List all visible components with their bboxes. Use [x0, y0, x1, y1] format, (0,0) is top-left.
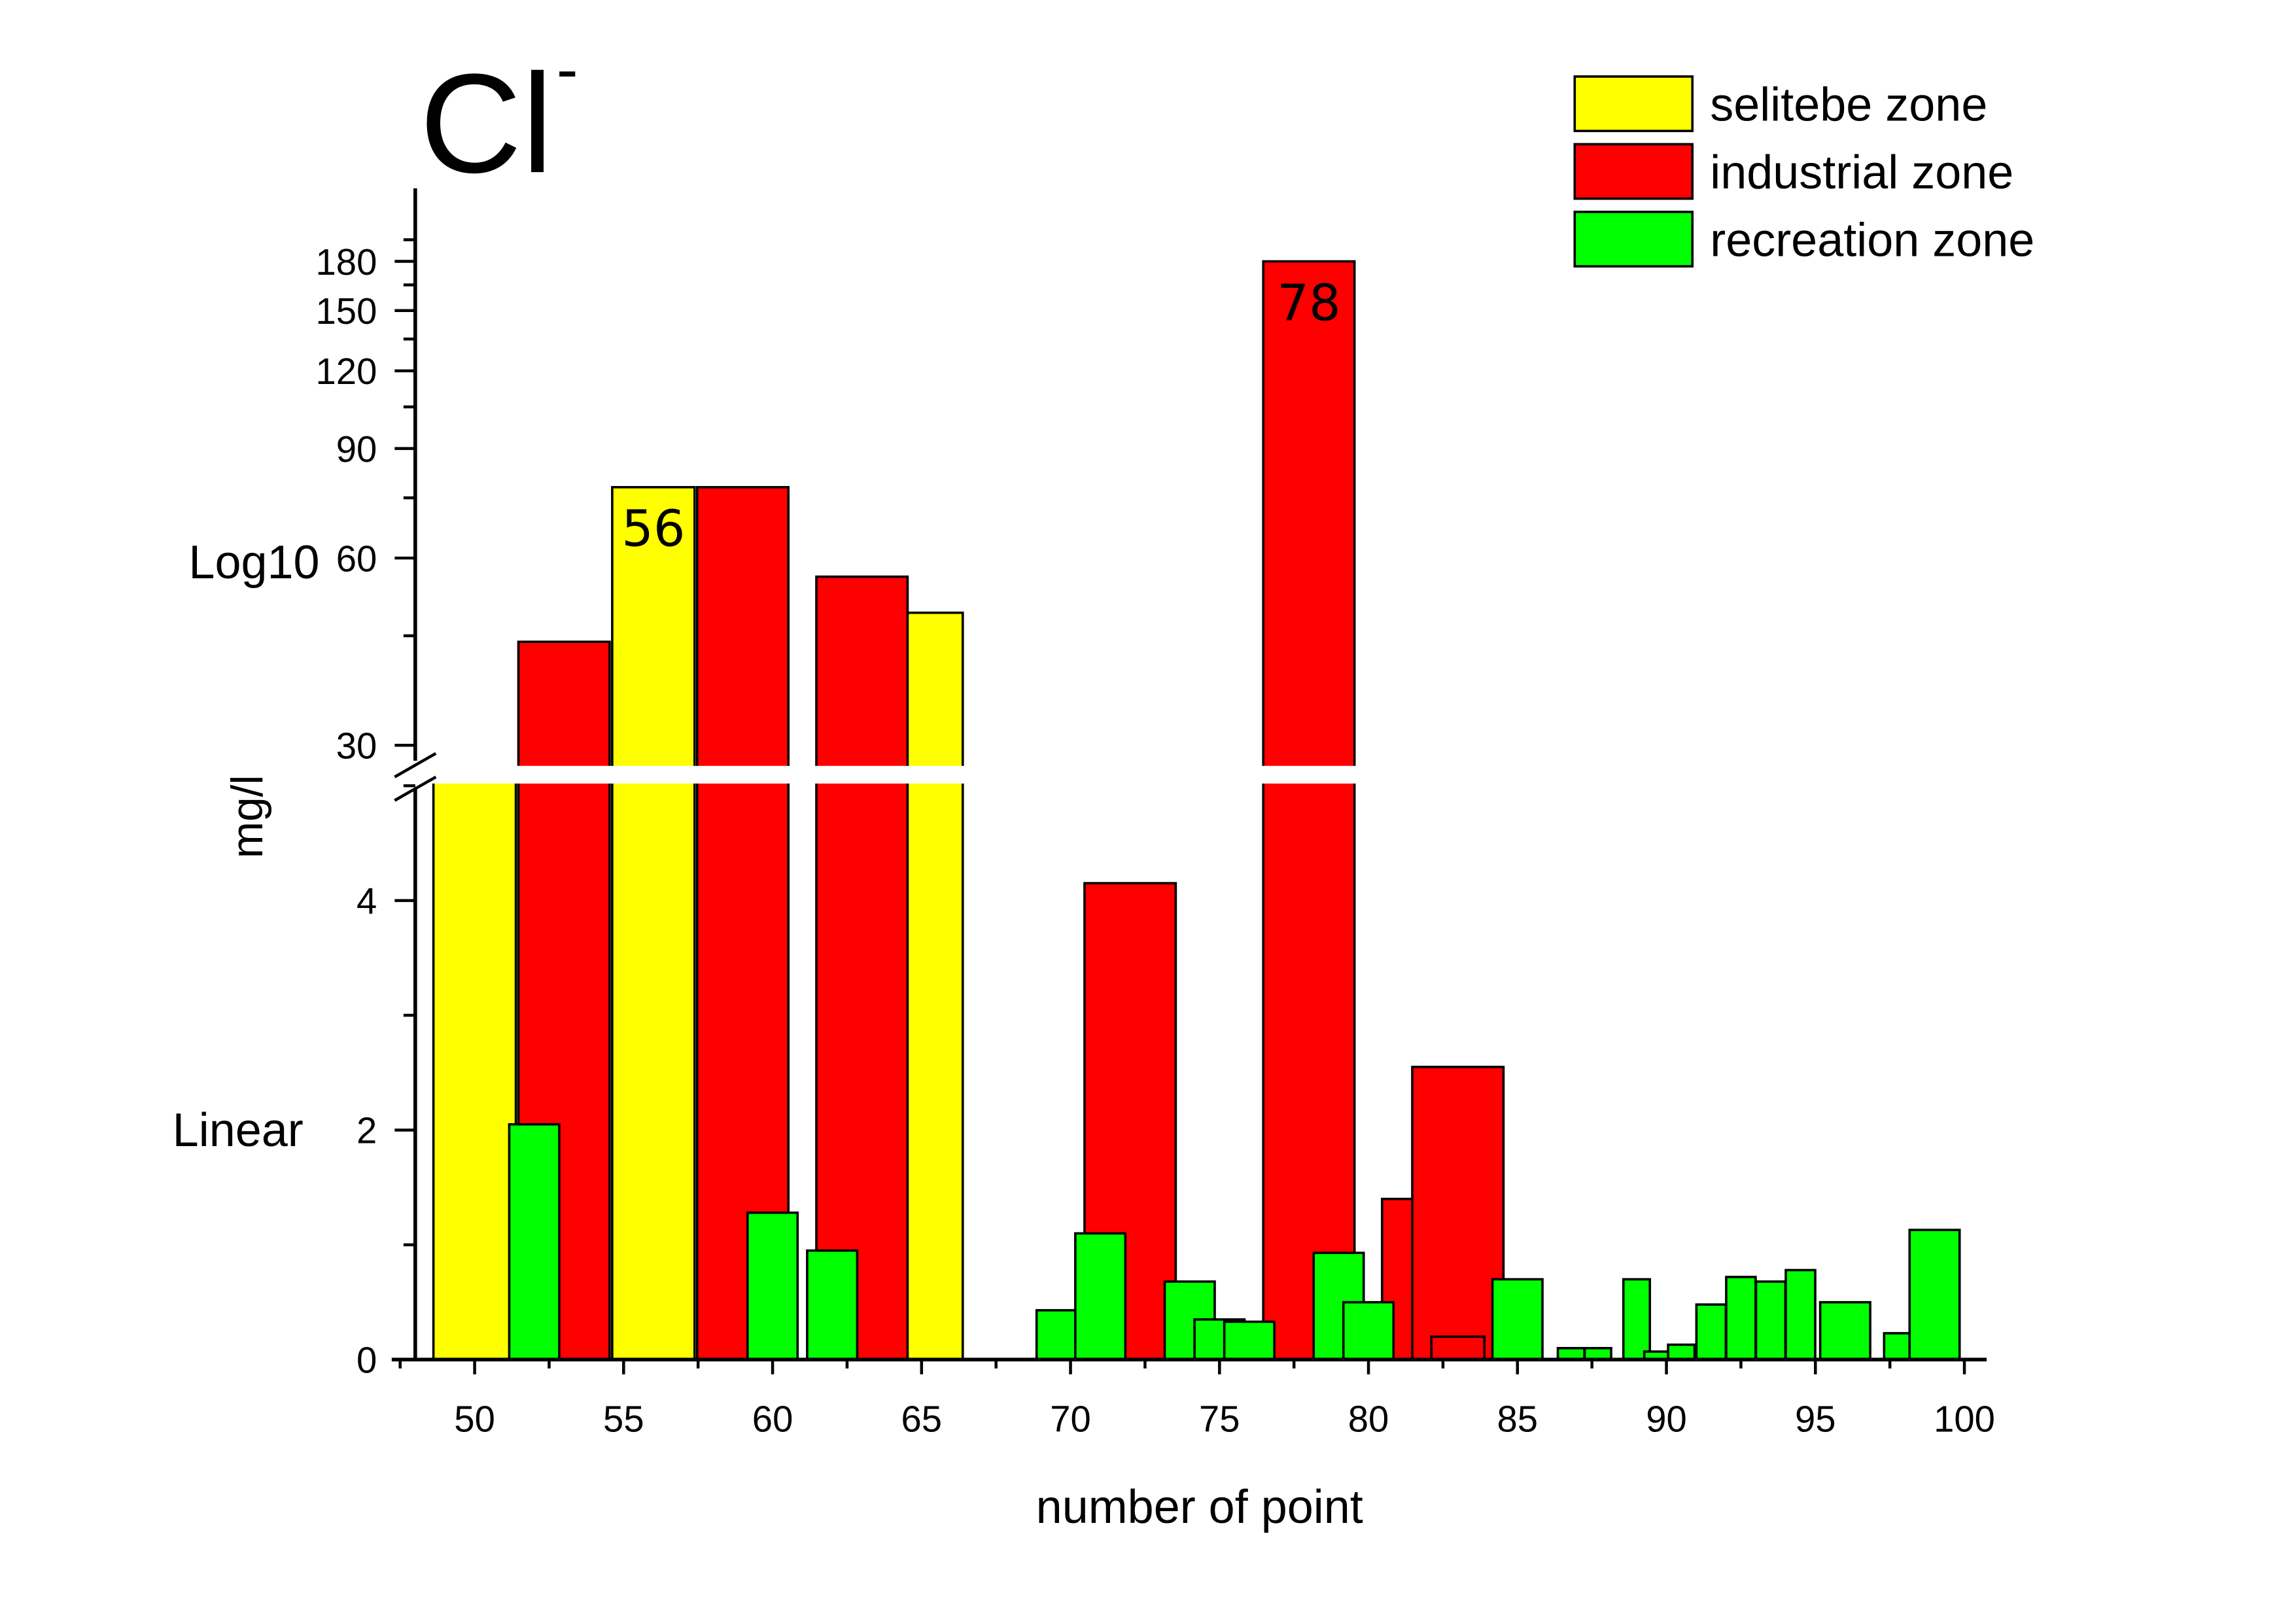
- y-log-tick-label: 180: [316, 241, 377, 283]
- bar-recreation-zone-0: [508, 1123, 561, 1361]
- x-tick-label: 65: [901, 1399, 943, 1440]
- bar-recreation-zone-7: [1223, 1320, 1276, 1361]
- y-log-tick-label: 30: [336, 725, 377, 766]
- y-linear-tick-label: 0: [357, 1340, 377, 1381]
- bar-recreation-zone-17: [1725, 1276, 1757, 1361]
- x-tick-label: 90: [1646, 1399, 1687, 1440]
- bar-recreation-zone-13: [1622, 1278, 1652, 1361]
- x-tick-label: 95: [1795, 1399, 1836, 1440]
- x-tick-label: 60: [752, 1399, 793, 1440]
- x-axis-label: number of point: [1036, 1481, 1363, 1533]
- bar-recreation-zone-22: [1908, 1229, 1961, 1361]
- ticks: 50 55 60 65 70 75 80 85 90 95 100 0 2 4 30 60 90 120 150 18…: [316, 238, 1995, 1440]
- bar-industrial-zone-4: [1262, 260, 1356, 1361]
- bar-recreation-zone-20: [1818, 1300, 1871, 1361]
- bar-recreation-zone-1: [746, 1212, 799, 1361]
- x-tick-label: 75: [1199, 1399, 1240, 1440]
- bar-recreation-zone-4: [1074, 1232, 1127, 1361]
- bar-recreation-zone-2: [806, 1249, 859, 1361]
- legend-label-industrial-zone: industrial zone: [1710, 147, 2013, 199]
- bar-industrial-zone-6: [1411, 1066, 1505, 1361]
- y-log-tick-label: 60: [336, 538, 377, 579]
- bar-selitebe-zone-1: [611, 485, 696, 1361]
- chart-title-superscript: -: [557, 32, 578, 105]
- bar-recreation-zone-9: [1342, 1300, 1395, 1361]
- axis-break-mark-upper: [394, 752, 437, 778]
- bar-annotation-56: 56: [621, 500, 685, 559]
- legend-swatch-recreation-zone: [1573, 211, 1694, 268]
- y-axis-label: mg/l: [223, 775, 272, 858]
- x-tick-label: 70: [1050, 1399, 1091, 1440]
- y-linear-tick-label: 2: [357, 1110, 377, 1151]
- y-log-tick-label: 90: [336, 428, 377, 470]
- bar-recreation-zone-19: [1784, 1268, 1817, 1361]
- bar-recreation-zone-18: [1754, 1280, 1787, 1361]
- bar-industrial-zone-2: [815, 575, 909, 1361]
- y-log-scale-label: Log10: [188, 536, 319, 589]
- x-tick-label: 100: [1934, 1399, 1995, 1440]
- legend-swatch-industrial-zone: [1573, 143, 1694, 200]
- bar-selitebe-zone-0: [432, 772, 517, 1361]
- bars: [432, 260, 1961, 1361]
- axis-break-mark-lower: [394, 775, 437, 802]
- x-tick-label: 80: [1348, 1399, 1389, 1440]
- y-linear-tick-label: 4: [357, 881, 377, 922]
- x-tick-label: 55: [603, 1399, 644, 1440]
- bar-industrial-zone-7: [1430, 1335, 1486, 1361]
- bar-recreation-zone-16: [1695, 1303, 1728, 1361]
- bar-recreation-zone-10: [1491, 1278, 1544, 1361]
- y-log-tick-label: 150: [316, 290, 377, 332]
- bar-annotation-78: 78: [1277, 275, 1340, 333]
- x-tick-label: 85: [1497, 1399, 1539, 1440]
- x-tick-label: 50: [454, 1399, 495, 1440]
- y-linear-scale-label: Linear: [173, 1104, 304, 1157]
- legend-swatch-selitebe-zone: [1573, 75, 1694, 132]
- bar-recreation-zone-15: [1667, 1343, 1696, 1361]
- y-log-tick-label: 120: [316, 351, 377, 392]
- legend-label-recreation-zone: recreation zone: [1710, 214, 2034, 266]
- chart-title: Cl: [420, 44, 553, 202]
- legend: selitebe zone industrial zone recreation z…: [1573, 75, 2034, 268]
- bar-labels: 56 78: [621, 275, 1340, 559]
- legend-label-selitebe-zone: selitebe zone: [1710, 79, 1987, 131]
- axis-break-gap: [417, 765, 1888, 784]
